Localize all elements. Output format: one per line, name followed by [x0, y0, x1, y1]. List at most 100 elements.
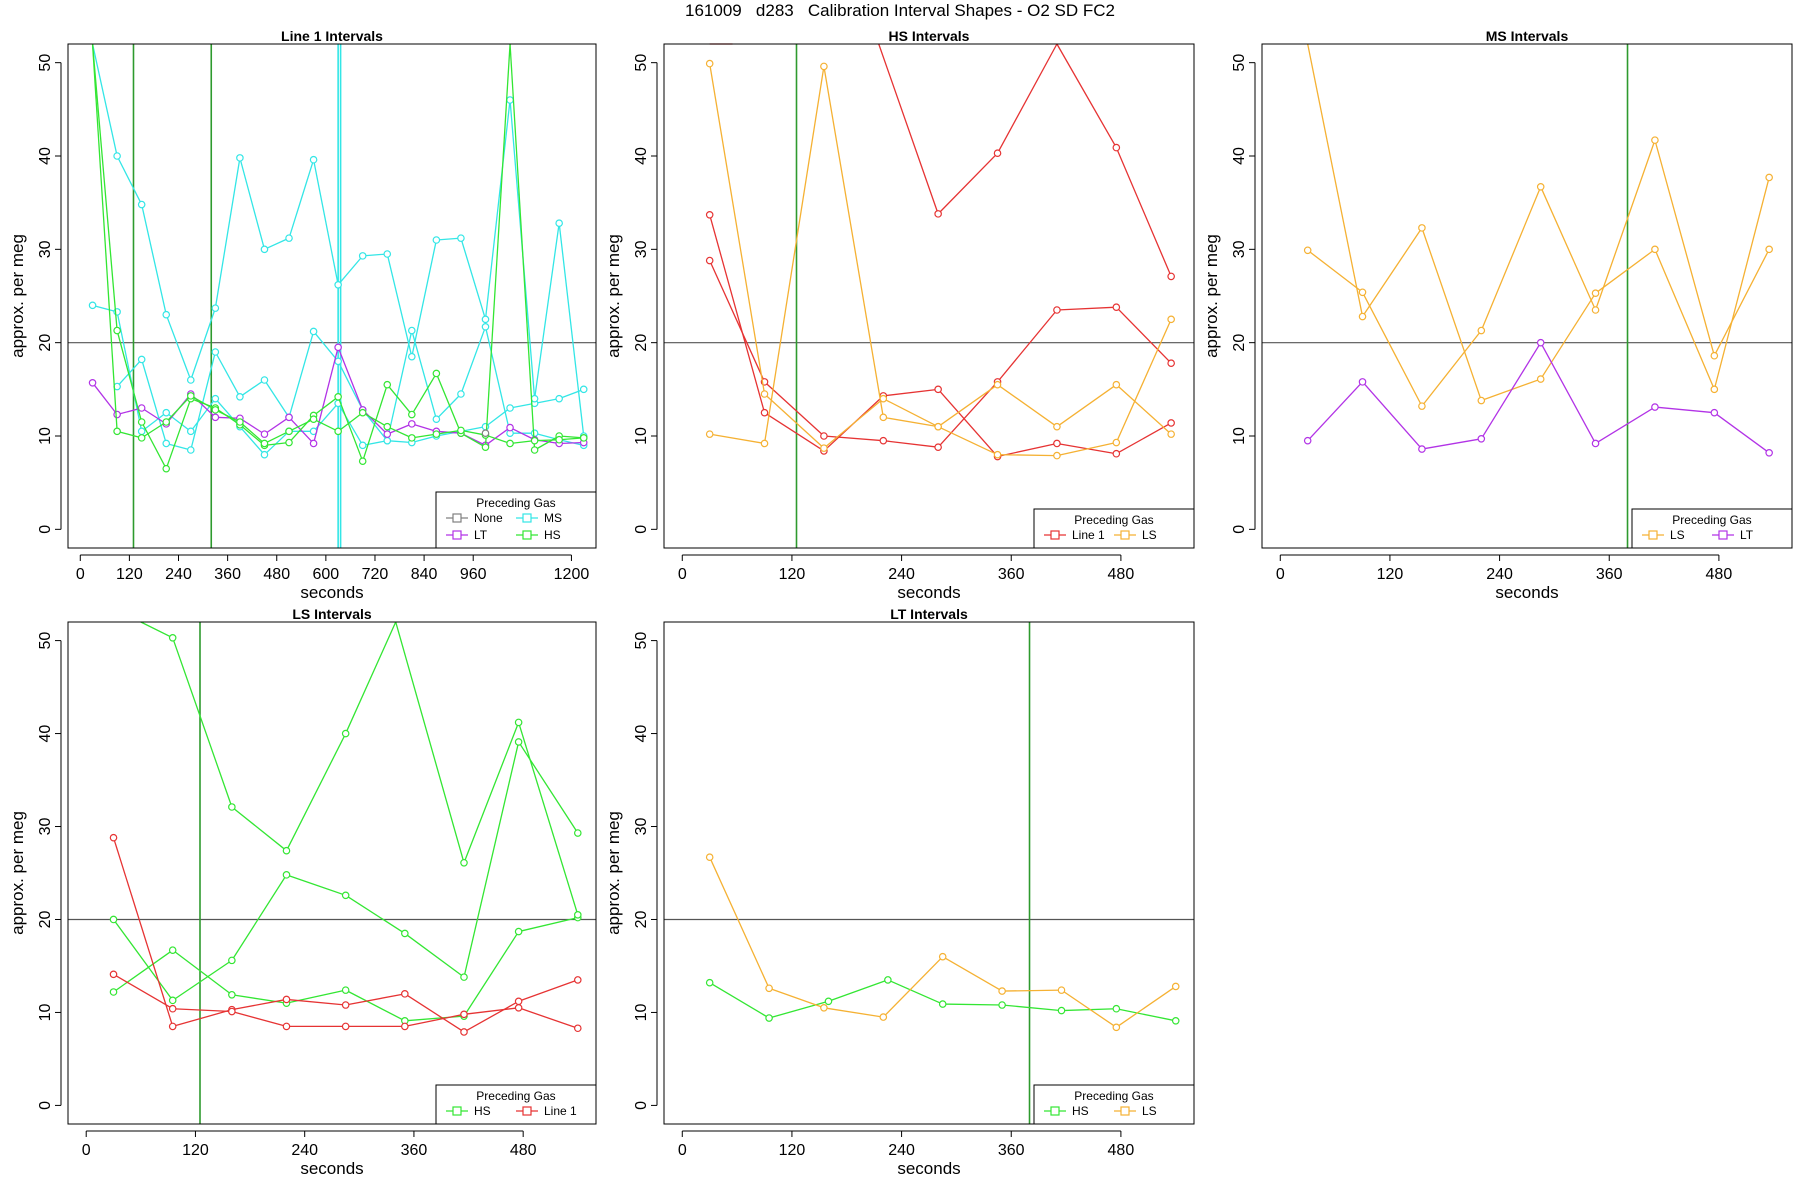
series-segment	[231, 994, 287, 1004]
series-segment	[91, 43, 118, 331]
legend-swatch-marker	[522, 1106, 532, 1116]
x-tick-label: 600	[313, 566, 340, 583]
data-point	[481, 443, 490, 452]
data-point	[457, 390, 465, 398]
series-segment	[460, 432, 486, 448]
data-point	[168, 996, 177, 1005]
series-segment	[288, 416, 315, 444]
legend-box	[1033, 1084, 1195, 1125]
plot-frame	[1261, 43, 1793, 549]
series-segment	[463, 722, 520, 864]
series-segment	[165, 412, 192, 432]
x-tick-label: 240	[888, 1142, 915, 1159]
series-segment	[395, 621, 465, 863]
x-tick-label: 0	[1276, 566, 1285, 583]
series-segment	[509, 427, 535, 441]
data-point	[341, 986, 350, 994]
x-tick-label: 120	[779, 1142, 806, 1159]
data-point	[705, 59, 714, 68]
data-point	[820, 1003, 828, 1012]
series-segment	[113, 949, 174, 993]
series-segment	[214, 351, 241, 398]
series-segment	[231, 998, 287, 1011]
series-segment	[1595, 406, 1656, 445]
y-tick-label: 20	[1231, 334, 1248, 352]
data-point	[260, 439, 269, 448]
data-point	[211, 348, 220, 356]
series-segment	[533, 223, 560, 399]
series-segment	[823, 435, 884, 442]
legend-title: Preceding Gas	[1074, 513, 1153, 527]
y-tick-label: 0	[37, 1101, 54, 1110]
series-segment	[709, 260, 766, 383]
data-point	[1651, 245, 1659, 254]
data-point	[1358, 312, 1367, 321]
data-point	[705, 978, 714, 987]
series-segment	[1056, 441, 1117, 457]
series-segment	[937, 381, 999, 448]
y-tick-label: 30	[37, 818, 54, 836]
series-segment	[997, 309, 1058, 383]
data-point	[168, 946, 177, 954]
series-segment	[1056, 306, 1117, 311]
data-point	[334, 343, 342, 352]
data-point	[1171, 982, 1180, 991]
series-segment	[1002, 989, 1062, 992]
data-point	[109, 970, 118, 979]
series-segment	[559, 437, 584, 441]
data-point	[1112, 1023, 1121, 1032]
data-point	[408, 352, 416, 361]
series-segment	[345, 894, 406, 934]
series-segment	[190, 307, 216, 381]
series-segment	[386, 384, 413, 415]
data-point	[934, 422, 942, 431]
series-segment	[518, 979, 579, 1002]
legend-label: Line 1	[544, 1104, 577, 1118]
data-point	[358, 441, 367, 450]
data-point	[1167, 315, 1175, 324]
series-segment	[1540, 186, 1597, 311]
data-point	[1053, 306, 1061, 314]
series-segment	[534, 435, 560, 451]
data-point	[993, 149, 1002, 158]
series-segment	[518, 741, 579, 834]
series-segment	[362, 253, 388, 257]
series-segment	[463, 1007, 519, 1015]
y-tick-label: 50	[1231, 54, 1248, 72]
series-segment	[345, 993, 405, 1006]
data-point	[113, 427, 121, 436]
data-point	[1167, 419, 1175, 427]
data-point	[573, 976, 582, 984]
series-segment	[937, 152, 998, 215]
series-segment	[411, 423, 437, 432]
series-segment	[887, 979, 943, 1005]
data-point	[109, 915, 118, 924]
data-point	[137, 200, 146, 209]
series-segment	[1307, 381, 1363, 442]
data-point	[1536, 183, 1545, 191]
data-point	[934, 210, 942, 218]
series-segment	[172, 959, 233, 1001]
series-segment	[1540, 292, 1597, 380]
x-tick-label: 240	[888, 566, 915, 583]
series-segment	[231, 806, 287, 852]
series-segment	[239, 424, 265, 446]
data-point	[186, 376, 195, 384]
series-segment	[1056, 43, 1117, 148]
data-point	[228, 803, 236, 811]
series-segment	[1361, 291, 1423, 407]
y-axis-label: approx. per meg	[8, 811, 27, 935]
data-point	[113, 152, 121, 160]
series-segment	[141, 407, 167, 425]
data-point	[358, 457, 367, 466]
series-segment	[387, 423, 413, 435]
legend-box	[1631, 508, 1793, 549]
series-segment	[1056, 384, 1117, 428]
series-segment	[386, 426, 413, 439]
y-tick-label: 50	[633, 54, 650, 72]
data-point	[228, 990, 236, 999]
data-point	[514, 927, 523, 936]
data-point	[341, 1022, 350, 1031]
data-point	[282, 871, 291, 879]
